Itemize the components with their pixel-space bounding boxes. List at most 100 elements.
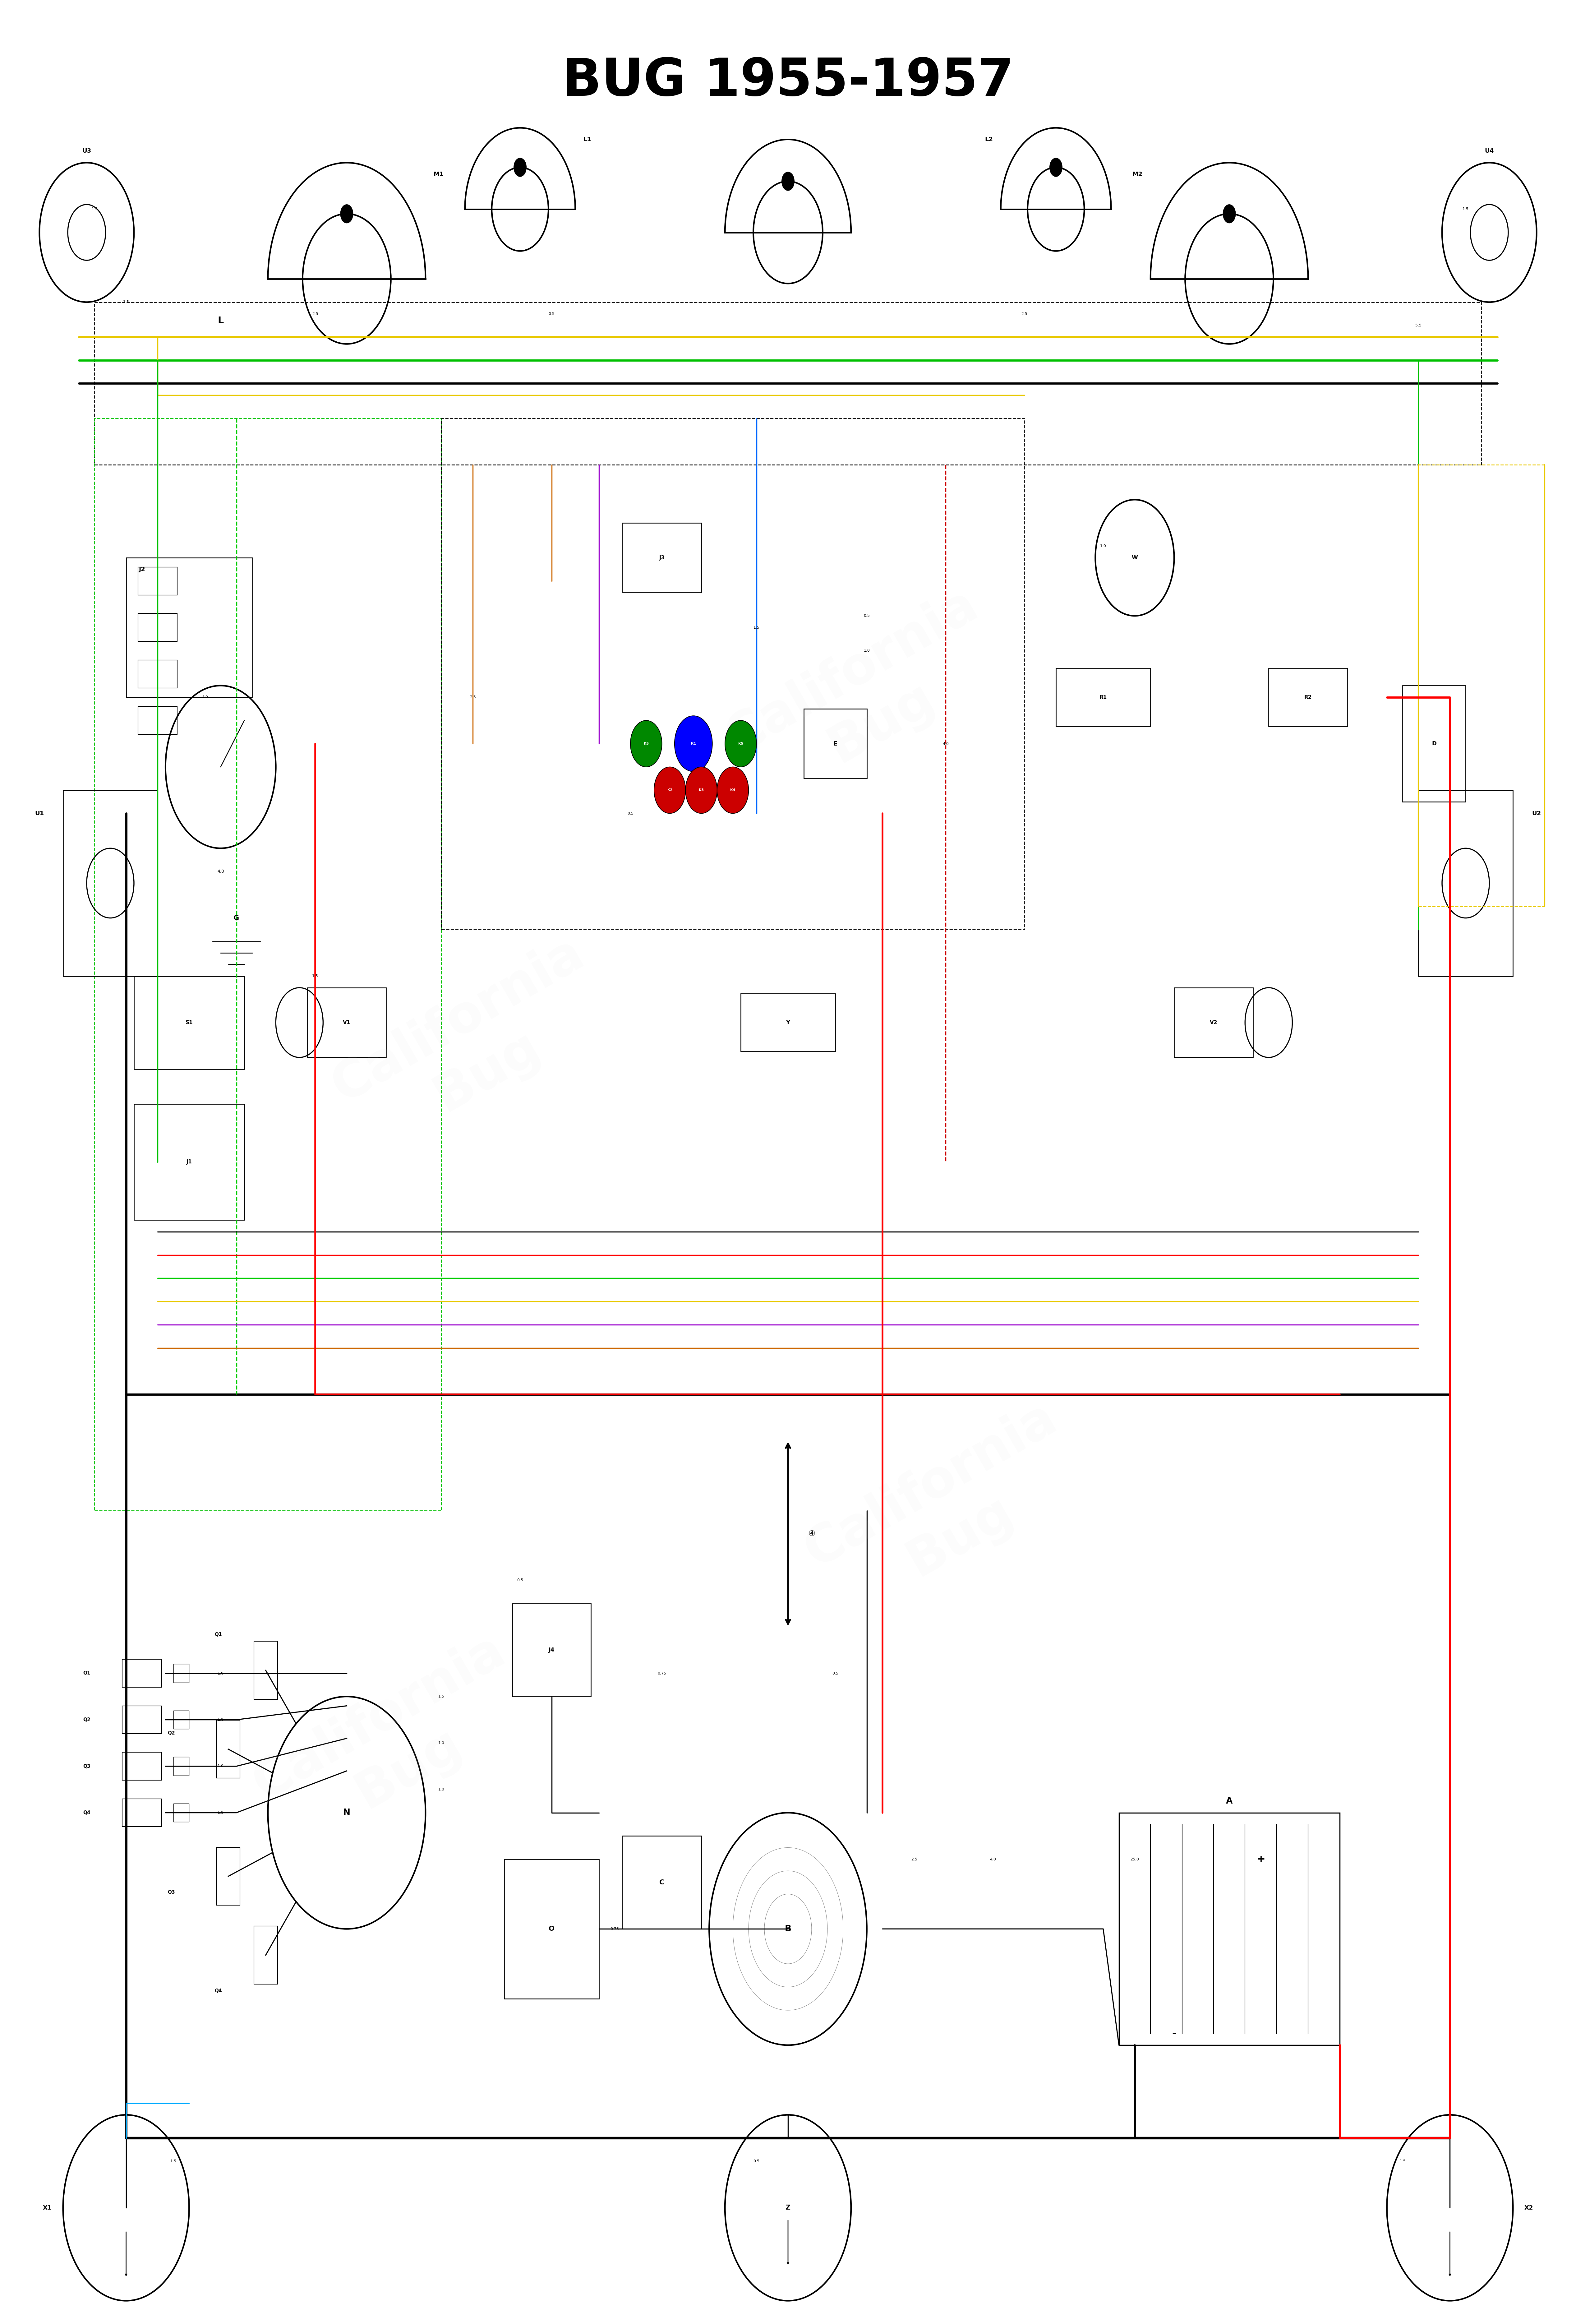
Text: 2.5: 2.5 <box>312 311 318 316</box>
Bar <box>139 706 177 734</box>
Text: 1.5: 1.5 <box>170 2159 177 2164</box>
Text: C: C <box>659 1880 665 1885</box>
Circle shape <box>675 716 712 772</box>
Text: B: B <box>785 1924 791 1934</box>
Text: Q3: Q3 <box>167 1889 175 1894</box>
Text: Q1: Q1 <box>214 1631 222 1636</box>
Circle shape <box>717 767 749 813</box>
Bar <box>512 1604 591 1697</box>
Bar <box>254 1641 277 1699</box>
Text: 4.0: 4.0 <box>217 869 224 874</box>
Text: 0.5: 0.5 <box>548 311 555 316</box>
Text: 1.0: 1.0 <box>864 648 870 653</box>
Text: V1: V1 <box>344 1020 350 1025</box>
Text: U1: U1 <box>35 811 44 816</box>
Text: 2.5: 2.5 <box>911 1857 917 1862</box>
Text: M1: M1 <box>433 172 444 177</box>
Text: S1: S1 <box>186 1020 192 1025</box>
Bar <box>804 709 867 779</box>
Text: G: G <box>233 916 240 920</box>
Text: Q3: Q3 <box>84 1764 90 1769</box>
Text: 1.0: 1.0 <box>217 1671 224 1676</box>
Text: X2: X2 <box>1524 2205 1533 2210</box>
Text: BUG 1955-1957: BUG 1955-1957 <box>563 56 1013 107</box>
Bar <box>173 1710 189 1729</box>
Bar <box>623 523 701 593</box>
Circle shape <box>340 205 353 223</box>
Bar <box>123 1752 161 1780</box>
Text: 0.5: 0.5 <box>627 811 634 816</box>
Bar <box>1119 1813 1340 2045</box>
Text: W: W <box>1132 555 1138 560</box>
Text: Q4: Q4 <box>84 1810 90 1815</box>
Text: 1.5: 1.5 <box>1399 2159 1406 2164</box>
Text: 1.0: 1.0 <box>217 1717 224 1722</box>
Text: 1.0: 1.0 <box>438 1741 444 1745</box>
Text: R2: R2 <box>1305 695 1311 700</box>
Text: -: - <box>1173 2029 1176 2038</box>
Text: 0.75: 0.75 <box>657 1671 667 1676</box>
Text: 1.0: 1.0 <box>217 1810 224 1815</box>
Bar <box>216 1848 240 1906</box>
Text: K4: K4 <box>730 788 736 792</box>
Text: J2: J2 <box>139 567 145 572</box>
Bar <box>139 660 177 688</box>
Bar <box>173 1757 189 1776</box>
Text: 1.5: 1.5 <box>312 974 318 978</box>
Text: V2: V2 <box>1210 1020 1217 1025</box>
Circle shape <box>514 158 526 177</box>
Text: K3: K3 <box>698 788 704 792</box>
Text: 2.5: 2.5 <box>470 695 476 700</box>
Text: 5.5: 5.5 <box>1415 323 1422 328</box>
Circle shape <box>725 720 756 767</box>
Text: M2: M2 <box>1132 172 1143 177</box>
Circle shape <box>654 767 686 813</box>
Text: A: A <box>1226 1796 1232 1806</box>
Text: L1: L1 <box>583 137 591 142</box>
Text: 4.0: 4.0 <box>202 695 208 700</box>
Text: California
Bug: California Bug <box>796 1392 1095 1629</box>
Bar <box>623 1836 701 1929</box>
Bar <box>254 1927 277 1985</box>
Text: 1.5: 1.5 <box>91 207 98 211</box>
Text: U4: U4 <box>1485 149 1494 153</box>
Text: N: N <box>344 1808 350 1817</box>
Text: K5: K5 <box>643 741 649 746</box>
Text: K2: K2 <box>667 788 673 792</box>
Text: 1.5: 1.5 <box>753 625 760 630</box>
Bar <box>1174 988 1253 1057</box>
Bar <box>134 1104 244 1220</box>
Text: Q4: Q4 <box>214 1989 222 1994</box>
Bar <box>139 567 177 595</box>
Text: ④: ④ <box>808 1529 815 1538</box>
Bar <box>741 995 835 1050</box>
Text: Z: Z <box>785 2205 791 2210</box>
Text: X1: X1 <box>43 2205 52 2210</box>
Text: 0.75: 0.75 <box>610 1927 619 1931</box>
Text: U2: U2 <box>1532 811 1541 816</box>
Bar <box>123 1659 161 1687</box>
Text: 25.0: 25.0 <box>1130 1857 1139 1862</box>
Bar <box>216 1720 240 1778</box>
Text: Q2: Q2 <box>167 1731 175 1736</box>
Bar <box>126 558 252 697</box>
Text: J4: J4 <box>548 1648 555 1652</box>
Text: L: L <box>217 316 224 325</box>
Bar <box>134 976 244 1069</box>
Text: U3: U3 <box>82 149 91 153</box>
Text: Q1: Q1 <box>84 1671 90 1676</box>
Bar <box>123 1706 161 1734</box>
Circle shape <box>686 767 717 813</box>
Bar <box>1269 669 1347 725</box>
Text: K1: K1 <box>690 741 697 746</box>
Text: 0.5: 0.5 <box>753 2159 760 2164</box>
Text: 1.5: 1.5 <box>438 1694 444 1699</box>
Text: 4.0: 4.0 <box>942 741 949 746</box>
Bar <box>63 790 158 976</box>
Text: 0.5: 0.5 <box>517 1578 523 1583</box>
Text: California
Bug: California Bug <box>717 579 1017 816</box>
Text: R1: R1 <box>1100 695 1106 700</box>
Text: 2.5: 2.5 <box>1021 311 1028 316</box>
Bar <box>504 1859 599 1999</box>
Text: D: D <box>1433 741 1436 746</box>
